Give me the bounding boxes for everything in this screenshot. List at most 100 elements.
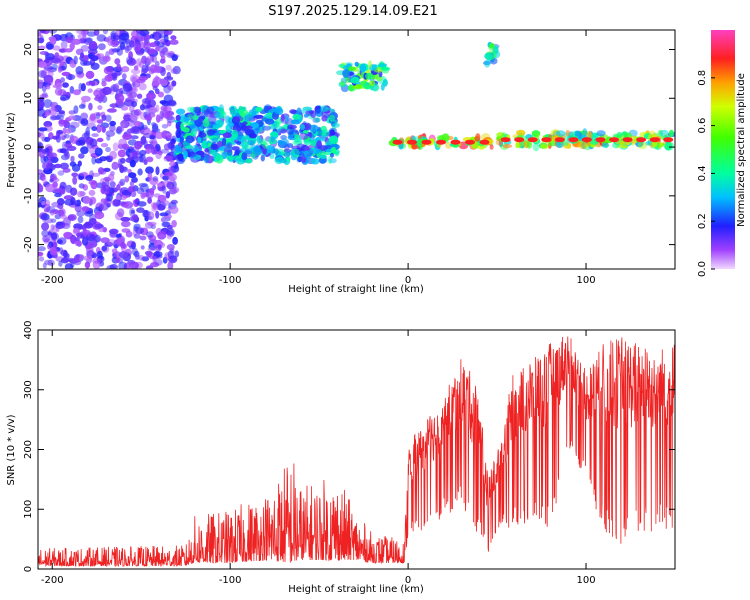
heat-cell [149,33,155,39]
heat-cell [163,143,171,151]
heat-cell [306,123,311,131]
heat-cell [74,199,81,207]
heat-cell [55,82,63,90]
heat-cell [98,43,106,51]
heat-cell [150,261,160,268]
heat-cell [40,213,50,221]
heat-cell [228,155,234,161]
heat-cell [38,183,44,193]
snr-xtick-label: -200 [41,575,64,586]
heat-cell [133,65,139,71]
heat-cell [342,65,350,70]
heat-cell [58,260,63,267]
heat-cell [51,175,58,181]
heat-cell [82,228,88,237]
heat-cell [356,84,363,90]
heat-cell [228,121,234,128]
heat-cell [122,133,133,141]
heat-cell [152,31,162,41]
heat-cell [153,251,163,258]
heat-cell [91,156,97,165]
heat-cell [170,35,177,41]
heat-cell [137,35,146,42]
heat-peak [595,137,606,143]
heat-cell [243,125,253,130]
heat-cell [129,207,136,217]
heat-cell [203,109,213,118]
heat-cell [124,175,130,183]
heat-cell [151,54,157,63]
heat-cell [116,126,124,133]
heat-cell [87,48,98,55]
heat-cell [284,117,294,126]
heat-cell [84,54,89,62]
heat-cell [131,76,138,84]
heat-cell [380,66,390,71]
heat-cell [38,133,45,139]
heat-cell [98,203,109,211]
heat-cell [131,101,138,108]
heat-cell [89,146,95,155]
colorbar-label: Normalized spectral amplitude [736,73,747,227]
heat-cell [298,152,305,157]
heat-cell [177,153,184,162]
heat-cell [95,112,101,120]
heat-cell [161,200,170,206]
heat-cell [55,114,65,121]
heat-peak [649,137,660,143]
heat-cell [211,137,219,143]
heat-cell [244,114,254,122]
heat-cell [70,155,75,163]
heat-cell [252,147,262,156]
heat-cell [206,129,215,136]
heat-cell [133,120,142,127]
heat-cell [76,30,86,34]
heat-cell [38,246,46,252]
heat-peak [554,137,565,143]
heat-cell [164,171,173,177]
heat-cell [72,257,80,262]
heat-cell [87,88,93,93]
heat-cell [330,146,337,155]
heat-cell [88,196,97,205]
heat-cell [53,163,62,169]
heat-cell [309,139,317,147]
heat-cell [145,265,154,269]
heat-cell [129,114,139,120]
heat-cell [116,184,121,191]
heat-cell [39,96,45,102]
heat-cell [112,142,119,152]
heat-cell [78,153,85,159]
heat-cell [58,110,65,115]
heat-cell [102,86,112,95]
heat-cell [62,141,67,150]
heat-cell [60,94,70,101]
heat-cell [164,135,174,140]
heat-cell [280,114,285,122]
heat-cell [203,155,210,164]
heat-cell [91,126,98,132]
heat-cell [202,118,210,128]
heat-cell [240,111,246,117]
heat-cell [160,149,170,154]
heat-cell [115,93,125,103]
heat-cell [255,106,263,112]
heat-cell [171,54,178,62]
heat-cell [75,239,82,246]
heat-cell [63,231,73,238]
heat-cell [52,241,58,249]
heat-cell [65,36,74,43]
heat-cell [63,119,68,128]
heat-cell [57,198,65,206]
heat-cell [380,83,385,91]
heat-cell [62,82,69,88]
heat-cell [195,150,205,156]
heat-cell [44,136,51,143]
heat-cell [299,132,309,140]
heat-cell [68,73,73,81]
heat-cell [212,123,222,129]
heat-cell [411,143,418,150]
heat-cell [119,178,126,186]
heat-cell [161,124,169,129]
heat-cell [152,176,159,182]
